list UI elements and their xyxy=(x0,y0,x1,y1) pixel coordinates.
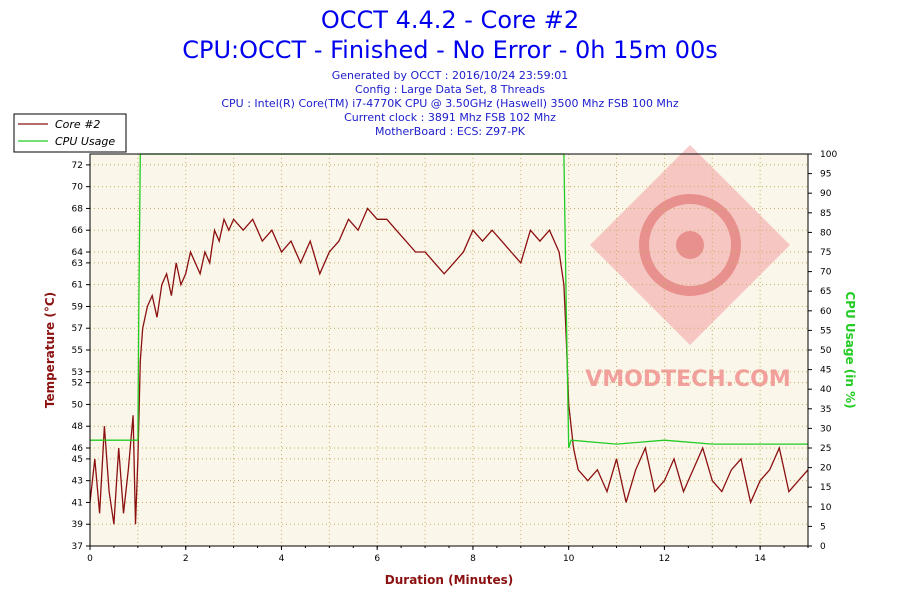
y-right-tick-label: 5 xyxy=(820,522,826,532)
series-layer xyxy=(89,153,809,525)
y-right-tick-label: 80 xyxy=(820,228,832,238)
info-cpu: CPU : Intel(R) Core(TM) i7-4770K CPU @ 3… xyxy=(221,97,679,110)
legend-label: CPU Usage xyxy=(55,135,115,148)
watermark-logo: VMODTECH.COM xyxy=(585,145,791,392)
y-left-tick-label: 43 xyxy=(72,477,83,487)
x-tick-label: 2 xyxy=(183,554,189,564)
y-axis-right-title: CPU Usage (in %) xyxy=(843,291,857,408)
y-left-tick-label: 66 xyxy=(72,226,84,236)
y-left-tick-label: 37 xyxy=(72,542,83,552)
y-left-tick-label: 53 xyxy=(72,368,83,378)
y-right-tick-label: 10 xyxy=(820,503,832,513)
y-left-tick-label: 55 xyxy=(72,346,83,356)
y-right-tick-label: 45 xyxy=(820,366,831,376)
y-left-tick-label: 72 xyxy=(72,161,83,171)
y-right-tick-label: 100 xyxy=(820,150,837,160)
y-left-tick-label: 52 xyxy=(72,379,83,389)
y-axis-left-title: Temperature (°C) xyxy=(43,292,57,408)
y-left-tick-label: 61 xyxy=(72,281,83,291)
info-clock: Current clock : 3891 Mhz FSB 102 Mhz xyxy=(344,111,556,124)
y-left-tick-label: 45 xyxy=(72,455,83,465)
info-motherboard: MotherBoard : ECS: Z97-PK xyxy=(375,125,525,138)
y-left-tick-label: 64 xyxy=(72,248,84,258)
legend-box xyxy=(13,113,127,153)
watermark-core xyxy=(676,231,704,259)
x-tick-label: 6 xyxy=(374,554,380,564)
watermark-text: VMODTECH.COM xyxy=(585,367,791,392)
y-left-tick-label: 63 xyxy=(72,259,83,269)
x-tick-label: 8 xyxy=(470,554,476,564)
y-right-tick-label: 15 xyxy=(820,483,831,493)
y-left-tick-label: 70 xyxy=(72,183,84,193)
y-right-tick-label: 60 xyxy=(820,307,832,317)
y-right-tick-label: 35 xyxy=(820,405,831,415)
y-left-tick-label: 41 xyxy=(72,498,83,508)
y-right-tick-label: 50 xyxy=(820,346,832,356)
y-right-tick-label: 95 xyxy=(820,170,831,180)
series-line-core-2 xyxy=(89,207,809,525)
y-right-tick-label: 25 xyxy=(820,444,831,454)
watermark-ring xyxy=(639,194,741,296)
x-tick-label: 12 xyxy=(659,554,670,564)
x-tick-label: 4 xyxy=(279,554,285,564)
legend-label: Core #2 xyxy=(55,118,100,131)
y-right-tick-label: 85 xyxy=(820,209,831,219)
x-tick-label: 10 xyxy=(563,554,575,564)
y-right-tick-label: 70 xyxy=(820,268,832,278)
info-generated: Generated by OCCT : 2016/10/24 23:59:01 xyxy=(331,69,569,82)
legend: Core #2 CPU Usage xyxy=(13,113,127,153)
y-right-tick-label: 40 xyxy=(820,385,832,395)
y-left-tick-label: 46 xyxy=(72,444,84,454)
x-axis-title: Duration (Minutes) xyxy=(385,573,513,587)
chart-subtitle: CPU:OCCT - Finished - No Error - 0h 15m … xyxy=(182,36,718,64)
y-left-tick-label: 39 xyxy=(72,520,84,530)
axes-layer: 0 2 4 6 8 10 12 1437394143454648505253555759616… xyxy=(72,150,838,564)
chart-title: OCCT 4.4.2 - Core #2 xyxy=(320,6,580,34)
y-left-tick-label: 68 xyxy=(72,204,84,214)
series-line-cpu-usage xyxy=(90,153,808,449)
y-left-tick-label: 59 xyxy=(72,302,84,312)
y-right-tick-label: 65 xyxy=(820,287,831,297)
y-right-tick-label: 0 xyxy=(820,542,826,552)
y-right-tick-label: 90 xyxy=(820,189,832,199)
y-left-tick-label: 48 xyxy=(72,422,84,432)
info-config: Config : Large Data Set, 8 Threads xyxy=(355,83,545,96)
y-right-tick-label: 30 xyxy=(820,424,832,434)
y-left-tick-label: 57 xyxy=(72,324,83,334)
x-tick-label: 0 xyxy=(87,554,93,564)
x-tick-label: 14 xyxy=(754,554,766,564)
y-right-tick-label: 55 xyxy=(820,326,831,336)
y-left-tick-label: 50 xyxy=(72,400,84,410)
y-right-tick-label: 20 xyxy=(820,464,832,474)
y-right-tick-label: 75 xyxy=(820,248,831,258)
